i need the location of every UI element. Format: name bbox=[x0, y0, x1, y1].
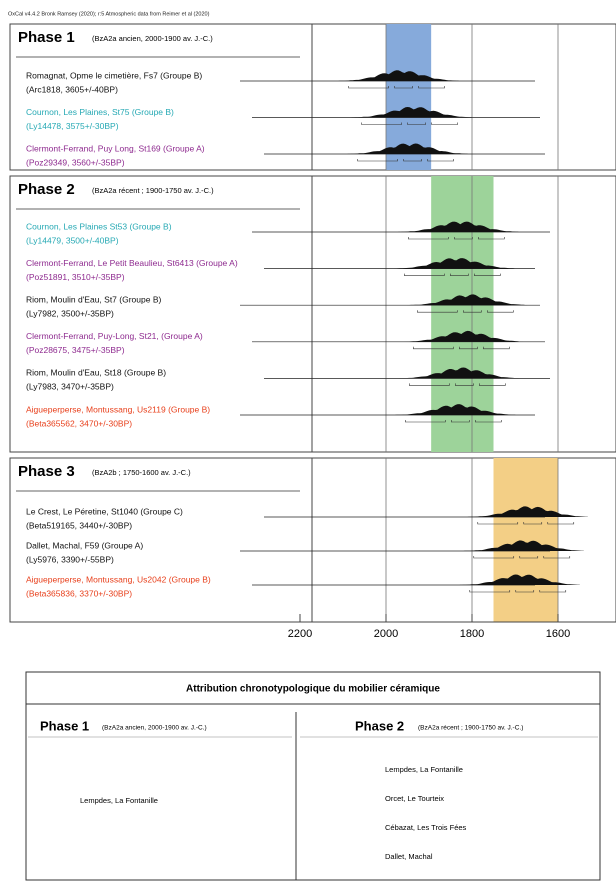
phase-title: Phase 2 bbox=[18, 181, 75, 198]
range-bracket bbox=[483, 346, 510, 350]
distribution bbox=[467, 506, 588, 517]
range-bracket bbox=[431, 122, 458, 125]
sample-name: Dallet, Machal, F59 (Groupe A) bbox=[26, 540, 143, 550]
column-item: Dallet, Machal bbox=[385, 852, 433, 861]
range-bracket bbox=[348, 86, 389, 89]
sample-lab: (Ly5976, 3390+/-55BP) bbox=[26, 554, 114, 564]
x-tick-label: 2000 bbox=[374, 628, 398, 640]
range-bracket bbox=[404, 273, 445, 276]
sample-name: Aigueperperse, Montussang, Us2119 (Group… bbox=[26, 404, 210, 414]
range-bracket bbox=[539, 590, 567, 593]
caption: OxCal v4.4.2 Bronk Ramsey (2020); r:5 At… bbox=[8, 11, 210, 17]
range-bracket bbox=[463, 310, 482, 313]
range-bracket bbox=[523, 522, 543, 525]
sample-name: Cournon, Les Plaines, St75 (Groupe B) bbox=[26, 107, 174, 117]
range-bracket bbox=[459, 346, 478, 350]
distribution bbox=[459, 574, 580, 585]
phase-box bbox=[9, 175, 616, 453]
phase-title: Phase 1 bbox=[18, 29, 75, 46]
sample-lab: (Arc1818, 3605+/-40BP) bbox=[26, 84, 118, 94]
sample-lab: (Ly7982, 3500+/-35BP) bbox=[26, 308, 114, 318]
sample-name: Riom, Moulin d'Eau, St7 (Groupe B) bbox=[26, 294, 161, 304]
distribution bbox=[407, 294, 528, 306]
sample-name: Clermont-Ferrand, Le Petit Beaulieu, St6… bbox=[26, 258, 238, 268]
range-bracket bbox=[417, 310, 458, 313]
column-item: Lempdes, La Fontanille bbox=[385, 765, 463, 774]
range-bracket bbox=[469, 590, 511, 593]
range-bracket bbox=[487, 310, 514, 313]
range-bracket bbox=[451, 420, 470, 423]
column-item: Orcet, Le Tourteix bbox=[385, 794, 444, 803]
phase-subtitle: (BzA2a récent ; 1900-1750 av. J.-C.) bbox=[92, 186, 214, 195]
sample-lab: (Beta365562, 3470+/-30BP) bbox=[26, 418, 132, 428]
sample-lab: (Ly7983, 3470+/-35BP) bbox=[26, 382, 114, 392]
range-bracket bbox=[357, 159, 398, 162]
distribution bbox=[395, 404, 516, 415]
x-tick-label: 2200 bbox=[288, 628, 312, 640]
x-tick-label: 1600 bbox=[546, 628, 570, 640]
range-bracket bbox=[455, 383, 474, 386]
range-bracket bbox=[450, 273, 469, 276]
range-bracket bbox=[418, 86, 445, 89]
distribution bbox=[347, 143, 468, 154]
range-bracket bbox=[547, 522, 575, 525]
sample-name: Aigueperperse, Montussang, Us2042 (Group… bbox=[26, 574, 211, 584]
distribution bbox=[398, 221, 519, 232]
range-bracket bbox=[394, 86, 413, 89]
range-bracket bbox=[474, 273, 501, 276]
distribution bbox=[394, 258, 515, 269]
range-bracket bbox=[409, 383, 450, 386]
sample-name: Riom, Moulin d'Eau, St18 (Groupe B) bbox=[26, 368, 166, 378]
range-bracket bbox=[515, 590, 535, 593]
sample-name: Clermont-Ferrand, Puy-Long, St21, (Group… bbox=[26, 331, 203, 341]
phase-subtitle: (BzA2a ancien, 2000-1900 av. J.-C.) bbox=[92, 34, 213, 43]
sample-lab: (Beta519165, 3440+/-30BP) bbox=[26, 520, 132, 530]
sample-lab: (Poz28675, 3475+/-35BP) bbox=[26, 345, 125, 355]
distribution bbox=[338, 70, 459, 81]
phase-band bbox=[493, 458, 558, 622]
phase-title: Phase 3 bbox=[18, 463, 75, 480]
range-bracket bbox=[475, 420, 502, 423]
distribution bbox=[403, 330, 524, 342]
sample-lab: (Poz51891, 3510+/-35BP) bbox=[26, 272, 125, 282]
phase-box bbox=[9, 23, 616, 171]
sample-lab: (Ly14478, 3575+/-30BP) bbox=[26, 121, 119, 131]
sample-name: Cournon, Les Plaines St53 (Groupe B) bbox=[26, 221, 172, 231]
column-item: Lempdes, La Fontanille bbox=[80, 796, 158, 805]
column-subtitle: (BzA2a ancien, 2000-1900 av. J.-C.) bbox=[102, 725, 207, 732]
sample-name: Clermont-Ferrand, Puy Long, St169 (Group… bbox=[26, 143, 205, 153]
range-bracket bbox=[427, 159, 454, 162]
range-bracket bbox=[543, 556, 571, 559]
range-bracket bbox=[473, 556, 515, 559]
range-bracket bbox=[477, 522, 519, 525]
column-item: Cébazat, Les Trois Fées bbox=[385, 823, 467, 832]
distribution bbox=[399, 367, 520, 379]
table-frame bbox=[25, 671, 601, 881]
distribution bbox=[351, 107, 472, 118]
range-bracket bbox=[519, 556, 539, 559]
column-title: Phase 2 bbox=[355, 718, 404, 733]
range-bracket bbox=[361, 122, 402, 125]
range-bracket bbox=[478, 237, 505, 240]
distribution bbox=[463, 540, 584, 551]
range-bracket bbox=[405, 420, 446, 423]
sample-lab: (Ly14479, 3500+/-40BP) bbox=[26, 235, 119, 245]
range-bracket bbox=[454, 237, 473, 240]
sample-lab: (Beta365836, 3370+/-30BP) bbox=[26, 588, 132, 598]
table-title: Attribution chronotypologique du mobilie… bbox=[186, 684, 440, 695]
x-tick-label: 1800 bbox=[460, 628, 484, 640]
sample-name: Le Crest, Le Péretine, St1040 (Groupe C) bbox=[26, 506, 183, 516]
range-bracket bbox=[407, 122, 426, 125]
column-subtitle: (BzA2a récent ; 1900-1750 av. J.-C.) bbox=[418, 725, 523, 732]
range-bracket bbox=[403, 159, 422, 162]
sample-name: Romagnat, Opme le cimetière, Fs7 (Groupe… bbox=[26, 70, 202, 80]
phase-subtitle: (BzA2b ; 1750-1600 av. J.-C.) bbox=[92, 468, 191, 477]
range-bracket bbox=[479, 383, 506, 386]
sample-lab: (Poz29349, 3560+/-35BP) bbox=[26, 157, 125, 167]
range-bracket bbox=[413, 346, 454, 350]
range-bracket bbox=[408, 237, 449, 240]
column-title: Phase 1 bbox=[40, 718, 89, 733]
